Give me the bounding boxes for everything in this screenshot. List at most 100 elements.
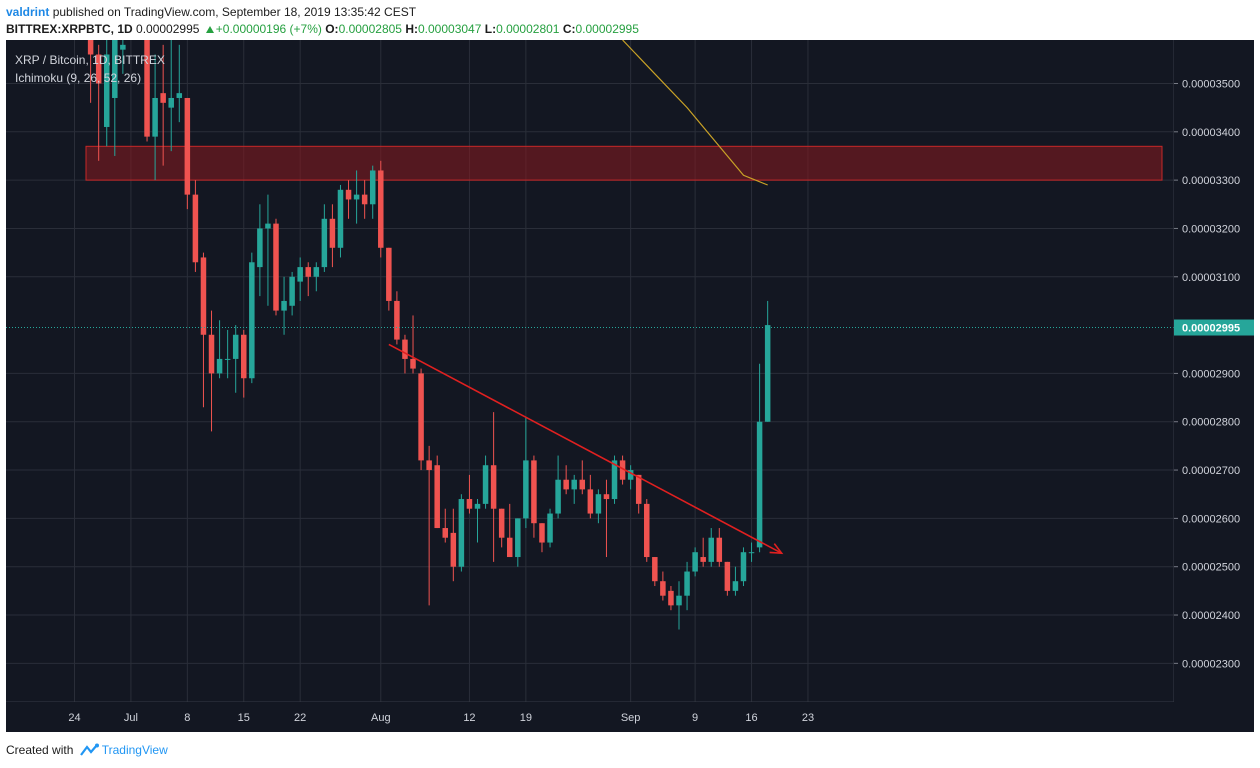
candle-down — [434, 455, 440, 529]
price-axis[interactable]: 0.00003500 0.00003400 0.00003300 0.00003200… — [1174, 40, 1254, 702]
low-label: L: — [484, 22, 497, 36]
candle-up — [732, 566, 739, 596]
candle-body — [249, 262, 255, 379]
candle-body — [515, 518, 521, 558]
price-tick-label: 0.00002700 — [1182, 465, 1240, 477]
candle-down — [635, 474, 642, 514]
candlestick-chart[interactable]: 0.00003500 0.00003400 0.00003300 0.00003200… — [6, 40, 1254, 732]
candle-down — [329, 204, 336, 268]
candle-down — [724, 561, 731, 596]
candle-down — [378, 160, 384, 258]
candle-body — [184, 97, 191, 195]
price-tick-label: 0.00002900 — [1182, 368, 1240, 380]
candle-up — [756, 363, 763, 553]
candle-down — [208, 310, 215, 432]
candle-body — [103, 54, 110, 127]
tradingview-brand[interactable]: TradingView — [101, 743, 168, 757]
candle-down — [652, 557, 658, 587]
candle-body — [297, 267, 303, 282]
candle-down — [273, 218, 279, 316]
candle-down — [531, 455, 537, 538]
candle-up — [482, 455, 489, 509]
candle-up — [120, 40, 126, 74]
chart-panel[interactable]: 0.00003500 0.00003400 0.00003300 0.00003200… — [6, 40, 1254, 732]
time-tick-label: Aug — [371, 712, 391, 724]
tradingview-logo-icon — [79, 743, 99, 756]
candle-body — [611, 460, 618, 500]
candle-body — [531, 460, 537, 524]
candle-body — [337, 189, 344, 248]
candle-up — [353, 170, 360, 224]
candle-body — [241, 334, 247, 379]
time-tick-label: 23 — [802, 712, 814, 724]
candle-up — [369, 165, 376, 219]
candle-down — [716, 528, 723, 567]
candle-down — [95, 44, 102, 161]
candle-up — [523, 416, 529, 529]
candle-body — [434, 465, 440, 529]
candle-up — [764, 300, 771, 422]
candle-body — [386, 247, 392, 301]
candle-up — [168, 40, 174, 152]
time-tick-label: 16 — [745, 712, 757, 724]
candle-down — [241, 329, 247, 398]
candle-body — [700, 557, 706, 562]
candle-body — [289, 276, 295, 306]
candle-down — [402, 334, 408, 374]
price-tick-label: 0.00003500 — [1182, 78, 1240, 90]
high-value: 0.00003047 — [417, 22, 482, 36]
candle-body — [232, 334, 239, 359]
candle-body — [87, 40, 94, 55]
candle-body — [708, 537, 714, 562]
candle-up — [627, 465, 634, 490]
candle-up — [265, 194, 271, 306]
candle-down — [87, 40, 94, 103]
candle-body — [635, 474, 642, 504]
time-tick-label: 15 — [238, 712, 250, 724]
published-text: published on TradingView.com, September … — [52, 5, 417, 19]
candle-down — [361, 180, 368, 219]
candle-body — [603, 494, 610, 500]
candle-body — [619, 460, 626, 480]
candle-up — [281, 276, 287, 335]
candle-body — [506, 537, 513, 558]
author-username[interactable]: valdrint — [6, 5, 50, 19]
chart-background — [6, 40, 1254, 732]
candle-body — [490, 465, 497, 509]
candle-body — [273, 223, 279, 311]
candle-body — [313, 267, 320, 277]
candle-up — [216, 320, 223, 379]
candle-up — [684, 561, 690, 611]
candle-body — [482, 465, 489, 504]
candle-body — [724, 561, 731, 591]
candle-body — [740, 552, 747, 582]
trendline-segment — [388, 343, 783, 554]
candle-up — [176, 44, 183, 123]
candle-up — [249, 252, 255, 384]
price-tick-label: 0.00003100 — [1182, 272, 1240, 284]
candle-up — [313, 262, 320, 292]
candle-body — [192, 194, 199, 263]
candle-down — [587, 474, 594, 519]
candle-body — [305, 267, 311, 277]
candle-up — [337, 184, 344, 258]
candle-down — [644, 499, 650, 562]
symbol-label: BITTREX:XRPBTC, 1D — [6, 22, 133, 36]
time-axis[interactable]: 24 Jul 8 15 22 Aug 12 19 Sep 9 16 23 — [6, 702, 1254, 732]
candle-body — [756, 421, 763, 548]
candles — [87, 40, 771, 630]
candle-down — [466, 474, 473, 514]
trendline-arrowhead — [769, 543, 784, 555]
time-tick-label: Jul — [124, 712, 138, 724]
candle-body — [579, 479, 586, 490]
footer: Created with TradingView — [6, 743, 168, 757]
candle-body — [369, 170, 376, 205]
price-tick-label: 0.00003300 — [1182, 175, 1240, 187]
candle-up — [112, 40, 118, 156]
open-label: O: — [325, 22, 339, 36]
candle-up — [515, 518, 521, 567]
candle-up — [232, 325, 239, 393]
price-tick-label: 0.00002600 — [1182, 513, 1240, 525]
time-tick-label: 8 — [184, 712, 190, 724]
candle-down — [345, 180, 352, 219]
